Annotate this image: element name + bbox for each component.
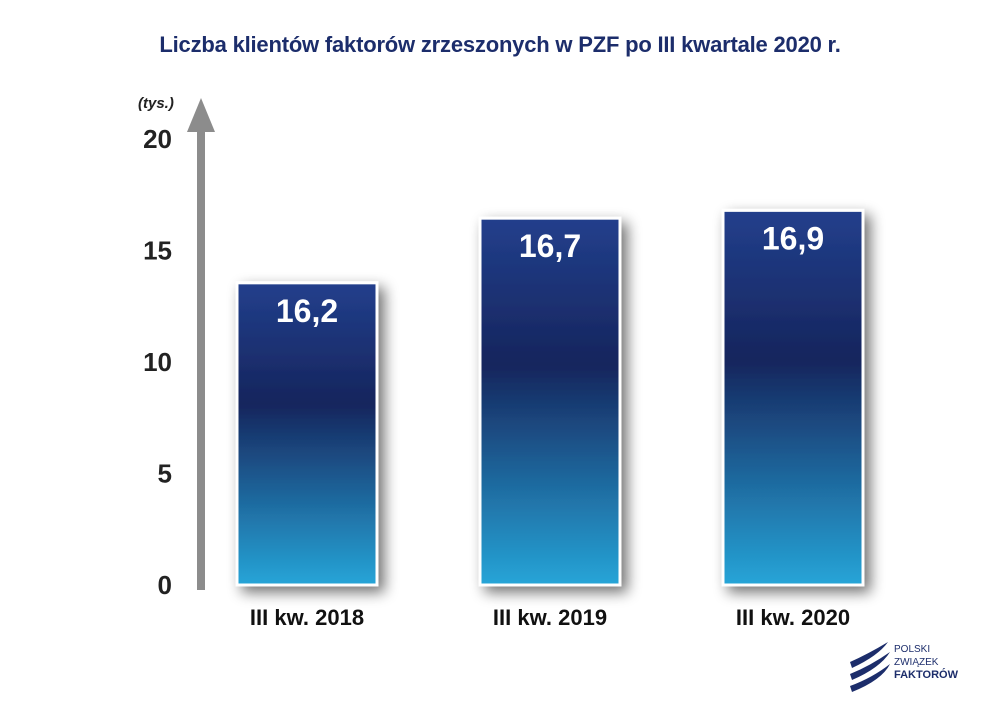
y-axis-unit-label: (tys.) <box>138 95 174 112</box>
y-axis-arrow-icon <box>187 98 215 132</box>
y-tick-label: 5 <box>158 459 172 489</box>
bar-value-label: 16,2 <box>276 293 338 329</box>
bar <box>721 208 865 587</box>
y-tick-label: 0 <box>158 570 172 600</box>
logo-line-3: FAKTORÓW <box>894 669 958 681</box>
y-tick-label: 10 <box>143 347 172 377</box>
x-category-label: III kw. 2019 <box>493 605 607 630</box>
y-tick-label: 20 <box>143 124 172 154</box>
pzf-logo-icon <box>850 642 890 692</box>
chart-title: Liczba klientów faktorów zrzeszonych w P… <box>159 32 841 57</box>
y-tick-label: 15 <box>143 236 172 266</box>
x-category-label: III kw. 2020 <box>736 605 850 630</box>
logo-line-1: POLSKI <box>894 644 931 655</box>
bar <box>478 216 622 587</box>
y-tick-labels: 0 5 10 15 20 <box>143 124 172 600</box>
logo-line-2: ZWIĄZEK <box>894 657 939 668</box>
y-axis <box>187 98 215 590</box>
bars: 16,2 16,7 16,9 <box>235 208 865 587</box>
x-category-label: III kw. 2018 <box>250 605 364 630</box>
bar <box>235 281 379 587</box>
y-axis-line <box>197 128 205 590</box>
bar-value-label: 16,9 <box>762 220 824 256</box>
category-labels: III kw. 2018 III kw. 2019 III kw. 2020 <box>250 605 850 630</box>
bar-value-label: 16,7 <box>519 228 581 264</box>
pzf-logo: POLSKI ZWIĄZEK FAKTORÓW <box>848 640 968 698</box>
